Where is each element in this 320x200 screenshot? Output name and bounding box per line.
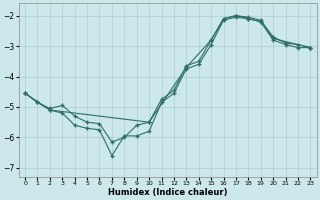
X-axis label: Humidex (Indice chaleur): Humidex (Indice chaleur) xyxy=(108,188,228,197)
